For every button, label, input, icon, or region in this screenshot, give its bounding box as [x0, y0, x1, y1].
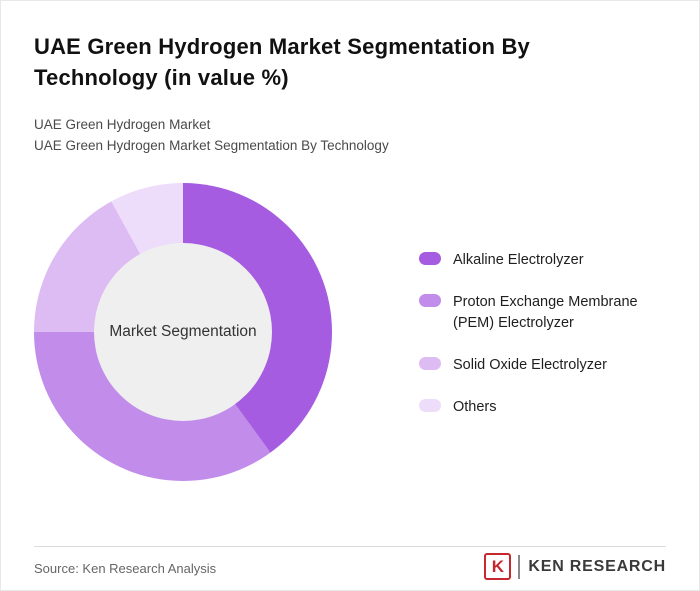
- legend-label-alkaline: Alkaline Electrolyzer: [453, 252, 584, 268]
- legend-swatch-others: [419, 399, 441, 413]
- ken-research-logo-icon: K: [484, 553, 512, 580]
- logo-divider: [518, 554, 521, 579]
- chart-legend: Alkaline Electrolyzer Proton Exchange Me…: [419, 250, 669, 418]
- legend-item-alkaline: Alkaline Electrolyzer: [419, 250, 669, 271]
- legend-swatch-alkaline: [419, 252, 441, 265]
- footer-divider: [34, 546, 666, 547]
- source-text: Source: Ken Research Analysis: [34, 561, 217, 576]
- legend-label-pem: Proton Exchange Membrane (PEM) Electroly…: [453, 294, 638, 332]
- donut-chart: Market Segmentation: [34, 183, 332, 481]
- legend-item-solid-oxide: Solid Oxide Electrolyzer: [419, 355, 669, 376]
- chart-subtitle-segmentation: UAE Green Hydrogen Market Segmentation B…: [34, 138, 389, 153]
- chart-subtitle-market: UAE Green Hydrogen Market: [34, 117, 211, 132]
- ken-research-logo: K KEN RESEARCH: [484, 553, 666, 580]
- legend-swatch-pem: [419, 294, 441, 308]
- donut-center-label: Market Segmentation: [109, 323, 257, 340]
- ken-research-logo-text: KEN RESEARCH: [528, 557, 666, 575]
- legend-swatch-solid-oxide: [419, 357, 441, 371]
- donut-center: Market Segmentation: [94, 243, 272, 421]
- legend-item-pem: Proton Exchange Membrane (PEM) Electroly…: [419, 292, 669, 334]
- page-title: UAE Green Hydrogen Market Segmentation B…: [34, 34, 530, 91]
- legend-label-others: Others: [453, 399, 497, 416]
- legend-label-solid-oxide: Solid Oxide Electrolyzer: [453, 357, 607, 374]
- legend-item-others: Others: [419, 397, 669, 418]
